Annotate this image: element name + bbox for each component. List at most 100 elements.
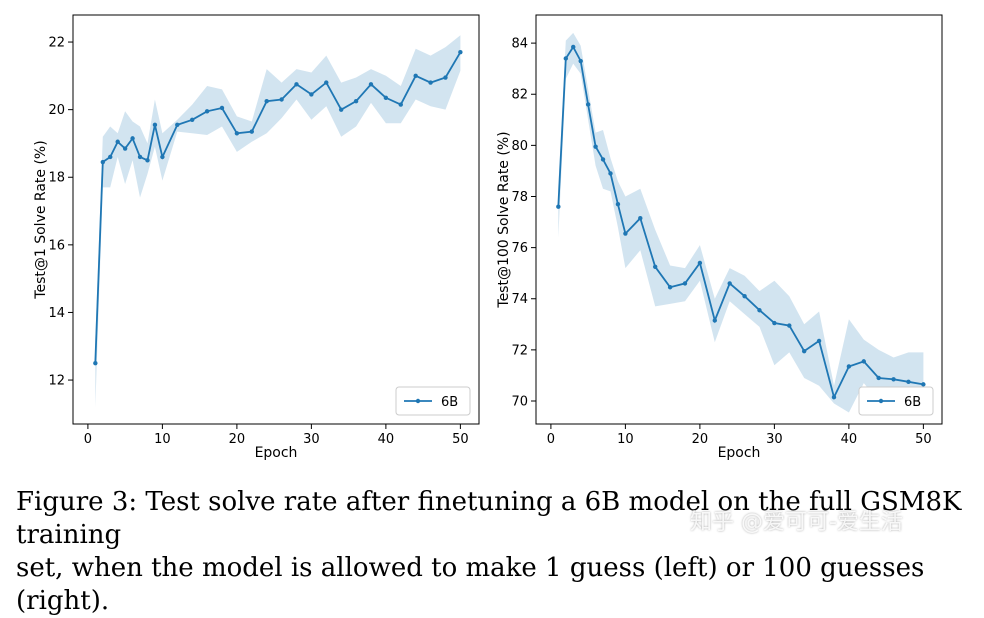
data-point (600, 157, 606, 162)
data-point (556, 204, 561, 209)
plot-frame (72, 14, 480, 425)
data-point (219, 105, 225, 111)
y-tick-label: 70 (511, 394, 528, 409)
data-point (368, 82, 374, 87)
legend-label: 6B (441, 395, 458, 410)
legend-box (858, 386, 934, 416)
x-tick-label: 30 (303, 432, 320, 447)
data-point (682, 281, 688, 286)
data-point (571, 44, 576, 50)
data-point (608, 171, 613, 176)
data-point (115, 139, 120, 144)
y-tick-label: 78 (511, 190, 528, 205)
y-tick-label: 84 (511, 37, 528, 52)
data-point (593, 144, 598, 149)
data-point (145, 158, 150, 163)
data-point (398, 102, 403, 107)
data-point (294, 82, 299, 87)
y-tick-label: 74 (511, 292, 528, 307)
right-chart-test-at-100: 0 10 20 30 40 50 70 72 74 76 78 80 82 84 Epoch Test@100… (496, 14, 943, 461)
data-point (175, 122, 180, 128)
data-point (757, 308, 762, 313)
data-point (697, 260, 703, 266)
plot-frame (535, 14, 943, 425)
x-tick-label: 10 (617, 432, 634, 447)
legend: 6B (395, 386, 471, 416)
legend-label: 6B (904, 395, 921, 410)
caption-line-2: set, when the model is allowed to make 1… (16, 553, 925, 616)
legend-swatch-marker (415, 398, 421, 404)
data-point (324, 80, 329, 85)
data-point (189, 117, 195, 122)
data-point (309, 92, 314, 97)
x-tick-label: 0 (547, 432, 555, 447)
data-point (816, 338, 822, 344)
data-point (891, 377, 896, 382)
data-point (563, 56, 568, 61)
y-tick-label: 12 (48, 374, 65, 389)
y-tick-label: 82 (511, 88, 528, 103)
data-point (279, 97, 284, 102)
data-point (727, 281, 732, 286)
data-point (585, 102, 591, 107)
y-axis-label: Test@100 Solve Rate (%) (496, 131, 512, 308)
confidence-band (95, 35, 461, 408)
data-point (458, 49, 463, 55)
data-point (921, 382, 926, 387)
data-point (667, 285, 673, 290)
y-tick-label: 20 (48, 103, 65, 118)
y-tick-label: 72 (511, 343, 528, 358)
caption-line-1: Figure 3: Test solve rate after finetuni… (16, 487, 962, 550)
legend-box (395, 386, 471, 416)
watermark: 知乎 @爱可可-爱生活 (690, 510, 903, 535)
data-point (152, 122, 158, 128)
x-tick-label: 30 (766, 432, 783, 447)
data-point (413, 73, 418, 79)
figure: 0 10 20 30 40 50 12 14 16 18 20 22 Epoch Test@1 Solve… (33, 14, 943, 461)
y-axis-label: Test@1 Solve Rate (%) (33, 140, 49, 299)
legend-swatch-marker (878, 398, 884, 404)
data-point (93, 360, 98, 366)
x-tick-label: 50 (915, 432, 932, 447)
y-tick-label: 18 (48, 171, 65, 186)
data-point (249, 129, 254, 134)
data-point (338, 107, 344, 112)
data-point (772, 320, 777, 326)
y-tick-label: 80 (511, 139, 528, 154)
data-point (652, 264, 658, 269)
data-point (122, 146, 128, 151)
data-point (623, 231, 628, 236)
data-point (861, 359, 866, 364)
y-tick-label: 22 (48, 36, 65, 51)
data-point (108, 154, 113, 160)
x-tick-label: 40 (378, 432, 395, 447)
data-point (428, 80, 433, 85)
data-point (100, 159, 105, 165)
data-point (787, 323, 792, 328)
x-tick-label: 10 (154, 432, 171, 447)
data-point (383, 95, 389, 101)
x-axis-label: Epoch (255, 445, 298, 461)
data-point (876, 375, 881, 381)
data-point (801, 348, 807, 354)
data-point (742, 293, 747, 299)
data-point (638, 216, 643, 221)
y-tick-label: 76 (511, 241, 528, 256)
data-point (137, 154, 143, 160)
data-point (831, 394, 837, 400)
y-tick-label: 16 (48, 238, 65, 253)
y-tick-label: 14 (48, 306, 65, 321)
x-tick-label: 0 (84, 432, 92, 447)
data-point (578, 58, 583, 64)
confidence-band (558, 32, 924, 413)
data-point (204, 109, 210, 114)
data-point (443, 75, 448, 80)
x-tick-label: 20 (692, 432, 709, 447)
data-point (906, 379, 911, 385)
data-point (353, 98, 359, 104)
data-point (846, 364, 852, 369)
data-point (615, 201, 621, 207)
data-point (712, 318, 717, 323)
left-chart-test-at-1: 0 10 20 30 40 50 12 14 16 18 20 22 Epoch Test@1 Solve… (33, 14, 480, 461)
x-tick-label: 20 (229, 432, 246, 447)
